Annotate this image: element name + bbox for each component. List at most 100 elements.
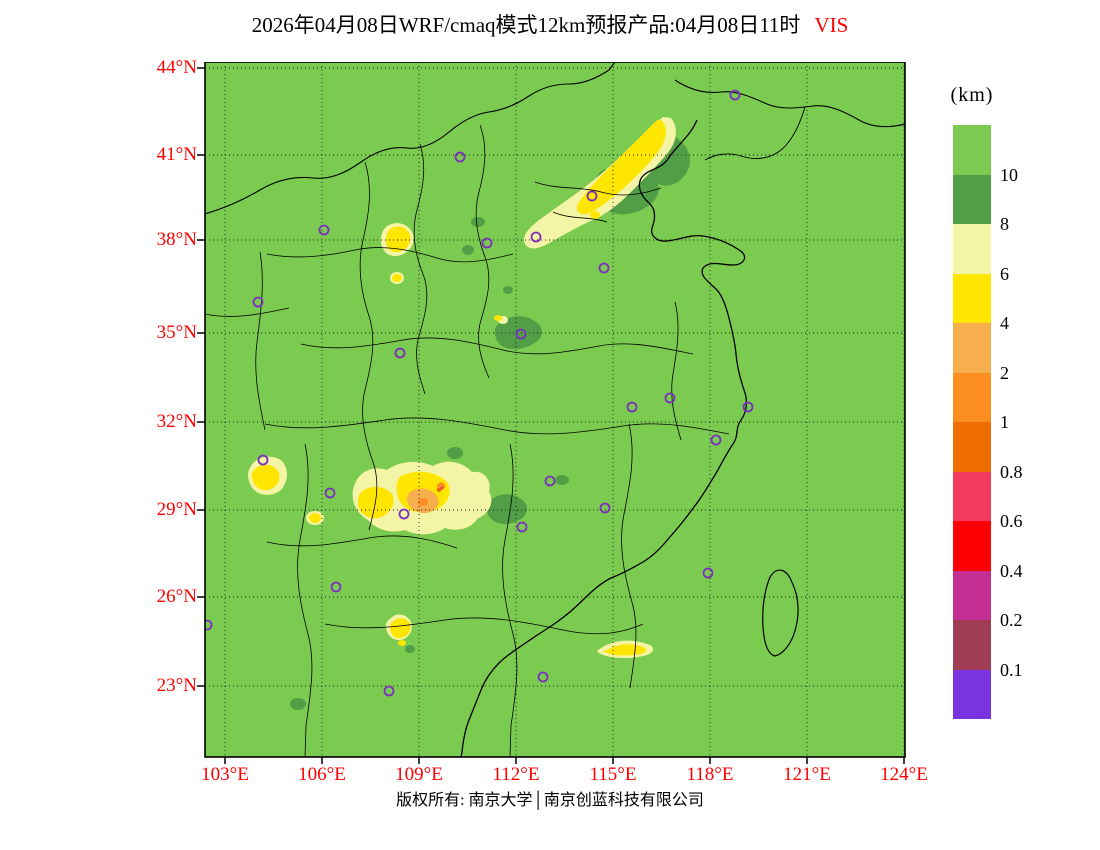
legend-unit: (km)	[950, 84, 994, 106]
copyright-footer: 版权所有: 南京大学│南京创蓝科技有限公司	[396, 792, 704, 809]
station-marker	[516, 521, 528, 533]
title-variable: VIS	[814, 13, 849, 37]
station-marker	[454, 151, 466, 163]
station-marker	[324, 487, 336, 499]
vis-patch	[590, 211, 600, 219]
station-marker	[586, 190, 598, 202]
station-marker	[252, 296, 264, 308]
lat-label: 41°N	[156, 144, 197, 165]
legend-tick-label: 8	[1000, 214, 1009, 234]
lat-label: 26°N	[156, 586, 197, 607]
station-marker	[530, 231, 542, 243]
legend-color-segment	[953, 669, 991, 719]
station-marker	[702, 567, 714, 579]
legend-tick-label: 10	[1000, 164, 1018, 185]
station-marker	[398, 508, 410, 520]
boundary-line	[671, 301, 682, 441]
station-marker	[626, 401, 638, 413]
station-marker	[729, 89, 741, 101]
lon-label: 103°E	[201, 764, 249, 785]
vis-patch	[503, 286, 513, 294]
boundary-line	[502, 443, 518, 757]
legend-tick-label: 2	[1000, 362, 1009, 383]
legend-colorbar	[953, 125, 991, 719]
station-marker	[330, 581, 342, 593]
boundary-line	[413, 143, 428, 395]
vis-patch	[358, 486, 394, 519]
vis-patch	[494, 316, 542, 350]
boundary-line	[255, 251, 266, 431]
vis-patch	[471, 217, 485, 227]
legend-tick-label: 0.1	[1000, 659, 1023, 680]
boundary-line	[264, 417, 730, 435]
legend-tick-label: 6	[1000, 263, 1009, 284]
vis-patch	[392, 274, 402, 282]
legend-color-segment	[953, 224, 991, 274]
legend-color-segment	[953, 125, 991, 175]
boundary-line	[205, 307, 290, 317]
boundary-line	[266, 535, 458, 549]
map-canvas	[197, 62, 906, 764]
boundary-line	[324, 617, 644, 635]
station-marker	[710, 434, 722, 446]
vis-patch	[405, 645, 415, 653]
lon-label: 112°E	[492, 764, 540, 785]
vis-patch	[252, 464, 280, 491]
lat-label: 44°N	[156, 57, 197, 78]
legend-tick-label: 0.8	[1000, 461, 1023, 482]
vis-patch	[418, 498, 428, 506]
lon-label: 109°E	[395, 764, 443, 785]
boundary-line	[297, 443, 313, 757]
vis-patch	[440, 486, 444, 490]
station-marker	[599, 502, 611, 514]
station-marker	[537, 671, 549, 683]
legend-tick-label: 1	[1000, 412, 1009, 432]
boundary-line	[205, 62, 616, 215]
lat-label: 38°N	[156, 229, 197, 250]
lon-label: 115°E	[589, 764, 637, 785]
station-marker	[205, 619, 213, 631]
legend-color-segment	[953, 174, 991, 224]
legend-color-segment	[953, 323, 991, 373]
station-marker	[742, 401, 754, 413]
vis-patch	[436, 488, 442, 492]
vis-patch	[290, 698, 306, 710]
legend-color-segment	[953, 273, 991, 323]
boundary-line	[359, 161, 378, 531]
vis-patch	[309, 513, 321, 523]
lon-label: 118°E	[686, 764, 734, 785]
lon-label: 121°E	[783, 764, 831, 785]
page-title: 2026年04月08日WRF/cmaq模式12km预报产品:04月08日11时 V…	[5, 9, 1095, 39]
map-content	[205, 62, 905, 757]
map-background	[205, 62, 905, 757]
legend-color-segment	[953, 620, 991, 670]
vis-patch	[447, 447, 463, 459]
lat-label: 29°N	[156, 499, 197, 520]
map-frame	[204, 62, 906, 758]
boundary-line	[704, 106, 806, 161]
vis-patch	[390, 618, 411, 639]
boundary-line	[475, 124, 490, 379]
legend-tick-label: 0.4	[1000, 560, 1023, 581]
station-marker	[481, 237, 493, 249]
boundary-line	[300, 337, 694, 355]
station-marker	[257, 454, 269, 466]
boundary-line	[762, 569, 799, 657]
boundary-line	[534, 181, 662, 196]
vis-patch	[385, 226, 411, 253]
legend-tick-label: 0.6	[1000, 511, 1023, 531]
boundary-line	[552, 211, 608, 223]
title-main: 2026年04月08日WRF/cmaq模式12km预报产品:04月08日11时	[251, 13, 801, 37]
station-marker	[598, 262, 610, 274]
station-marker	[318, 224, 330, 236]
station-marker	[515, 328, 527, 340]
legend-color-segment	[953, 471, 991, 521]
legend-color-segment	[953, 372, 991, 422]
vis-patch	[462, 245, 474, 255]
vis-patch	[595, 180, 611, 192]
station-marker	[383, 685, 395, 697]
boundary-line	[674, 79, 905, 128]
boundary-line	[266, 247, 514, 263]
legend-color-segment	[953, 521, 991, 571]
station-marker	[394, 347, 406, 359]
